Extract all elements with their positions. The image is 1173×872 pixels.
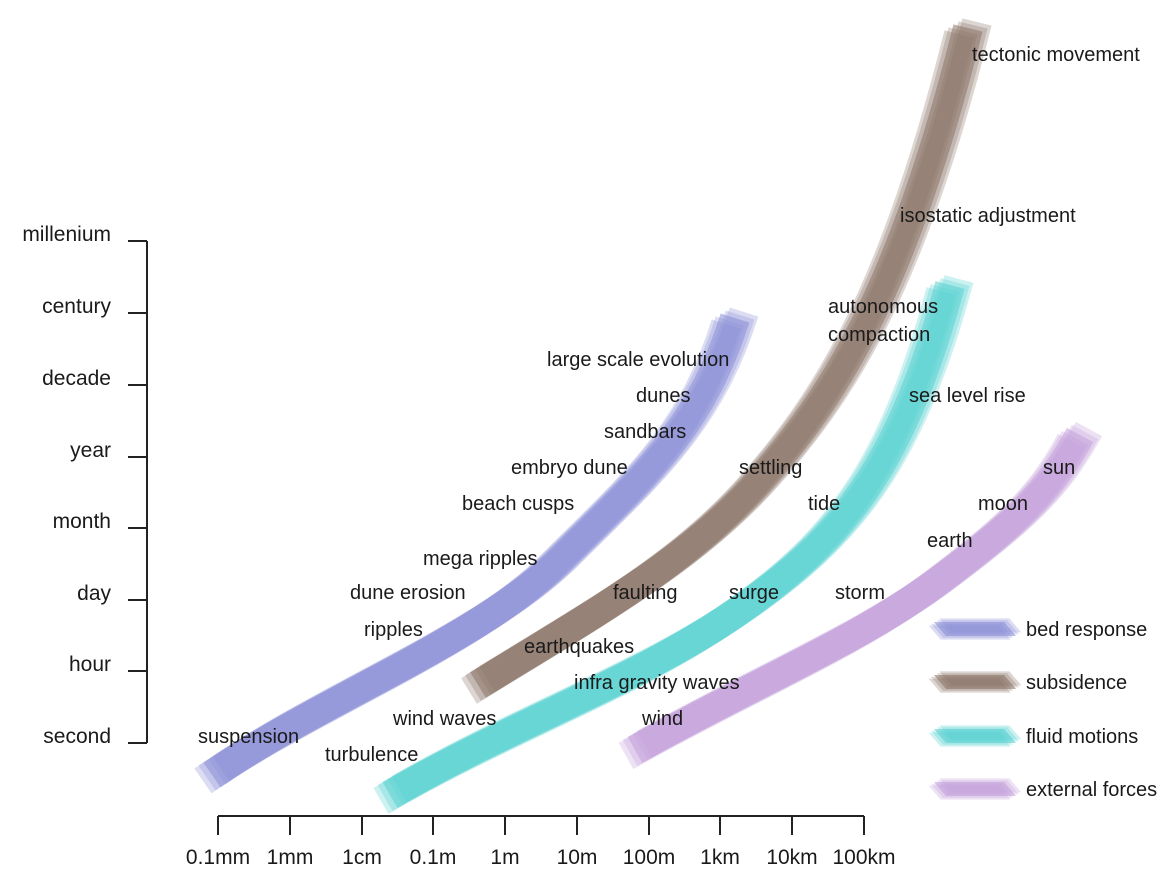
process-label: ripples xyxy=(364,619,423,641)
band-external-forces xyxy=(618,421,1103,770)
band-stroke xyxy=(382,281,965,808)
y-tick-label: decade xyxy=(42,367,111,390)
fluid-motions-labels: turbulence wind waves infra gravity wave… xyxy=(325,385,1026,766)
legend-label: external forces xyxy=(1026,779,1157,801)
process-label: earth xyxy=(927,530,973,552)
process-label: earthquakes xyxy=(524,636,634,658)
x-tick-label: 1mm xyxy=(267,846,314,869)
legend-label: subsidence xyxy=(1026,672,1127,694)
process-label: dune erosion xyxy=(350,582,466,604)
y-axis: second hour day month year decade centur… xyxy=(22,223,148,748)
process-label: mega ripples xyxy=(423,548,538,570)
process-label: moon xyxy=(978,493,1028,515)
band-stroke xyxy=(391,275,974,802)
process-label: suspension xyxy=(198,726,299,748)
process-label: tide xyxy=(808,493,840,515)
legend-item-fluid-motions: fluid motions xyxy=(928,725,1138,748)
legend-swatch xyxy=(928,618,1022,640)
legend-swatch-layer xyxy=(934,729,1016,743)
band-stroke xyxy=(632,424,1099,761)
y-tick-label: hour xyxy=(69,653,111,676)
legend-item-bed-response: bed response xyxy=(928,618,1147,641)
band-stroke xyxy=(387,278,970,805)
process-label: compaction xyxy=(828,324,930,346)
x-tick-label: 10m xyxy=(557,846,598,869)
legend-swatch-layer xyxy=(934,622,1016,636)
process-label: tectonic movement xyxy=(972,44,1140,66)
process-label: sea level rise xyxy=(909,385,1026,407)
x-tick-label: 100m xyxy=(623,846,676,869)
legend-item-external-forces: external forces xyxy=(928,778,1157,801)
legend-label: fluid motions xyxy=(1026,726,1138,748)
legend-swatch-layer xyxy=(937,620,1019,635)
external-forces-labels: wind storm earth moon sun xyxy=(641,457,1075,730)
process-label: wind waves xyxy=(392,708,496,730)
y-tick-label: month xyxy=(53,510,111,533)
process-label: settling xyxy=(739,457,802,479)
process-label: sandbars xyxy=(604,421,686,443)
legend-swatch xyxy=(928,725,1022,747)
x-tick-label: 10km xyxy=(766,846,817,869)
band-bed-response xyxy=(194,307,759,794)
legend: bed response subsidence fluid motions ex… xyxy=(928,618,1157,801)
process-label: embryo dune xyxy=(511,457,628,479)
band-stroke xyxy=(470,24,983,698)
legend-swatch xyxy=(928,671,1022,693)
subsidence-labels: earthquakes faulting settling autonomous… xyxy=(524,44,1140,658)
legend-swatch-layer xyxy=(939,618,1022,633)
process-label: autonomous xyxy=(828,296,938,318)
y-tick-label: second xyxy=(43,725,111,748)
y-tick-label: millenium xyxy=(22,223,111,246)
x-tick-label: 100km xyxy=(832,846,895,869)
legend-label: bed response xyxy=(1026,619,1147,641)
band-stroke xyxy=(212,307,759,782)
legend-item-subsidence: subsidence xyxy=(928,671,1127,694)
x-axis: 0.1mm 1mm 1cm 0.1m 1m 10m 100m 1km 10km … xyxy=(186,815,896,869)
band-stroke xyxy=(475,21,988,695)
legend-swatch-layer xyxy=(937,673,1019,688)
band-stroke xyxy=(208,310,755,785)
process-label: isostatic adjustment xyxy=(900,205,1076,227)
band-fluid-motions xyxy=(373,275,974,814)
y-tick-label: day xyxy=(77,582,111,605)
process-label: large scale evolution xyxy=(547,349,729,371)
bands xyxy=(194,18,1103,814)
legend-swatch-layer xyxy=(939,778,1022,793)
band-stroke xyxy=(203,313,750,788)
legend-swatch-layer xyxy=(939,671,1022,686)
y-tick-label: century xyxy=(42,295,111,318)
legend-swatch xyxy=(928,778,1022,800)
legend-swatch-layer xyxy=(937,727,1019,742)
x-tick-label: 0.1mm xyxy=(186,846,250,869)
process-label: wind xyxy=(641,708,683,730)
process-label: sun xyxy=(1043,457,1075,479)
band-stroke xyxy=(627,427,1094,764)
process-label: storm xyxy=(835,582,885,604)
bed-response-labels: suspension ripples dune erosion mega rip… xyxy=(198,349,729,748)
x-tick-label: 0.1m xyxy=(410,846,457,869)
y-tick-label: year xyxy=(70,439,111,462)
band-stroke xyxy=(636,421,1103,758)
process-label: infra gravity waves xyxy=(574,672,740,694)
x-tick-label: 1km xyxy=(700,846,740,869)
legend-swatch-layer xyxy=(934,675,1016,689)
x-tick-label: 1m xyxy=(490,846,519,869)
process-label: dunes xyxy=(636,385,691,407)
process-label: beach cusps xyxy=(462,493,574,515)
process-label: faulting xyxy=(613,582,678,604)
band-stroke xyxy=(479,18,992,692)
legend-swatch-layer xyxy=(934,782,1016,796)
legend-swatch-layer xyxy=(937,780,1019,795)
band-subsidence xyxy=(461,18,992,704)
x-tick-label: 1cm xyxy=(342,846,382,869)
process-label: turbulence xyxy=(325,744,418,766)
legend-swatch-layer xyxy=(939,725,1022,740)
process-label: surge xyxy=(729,582,779,604)
